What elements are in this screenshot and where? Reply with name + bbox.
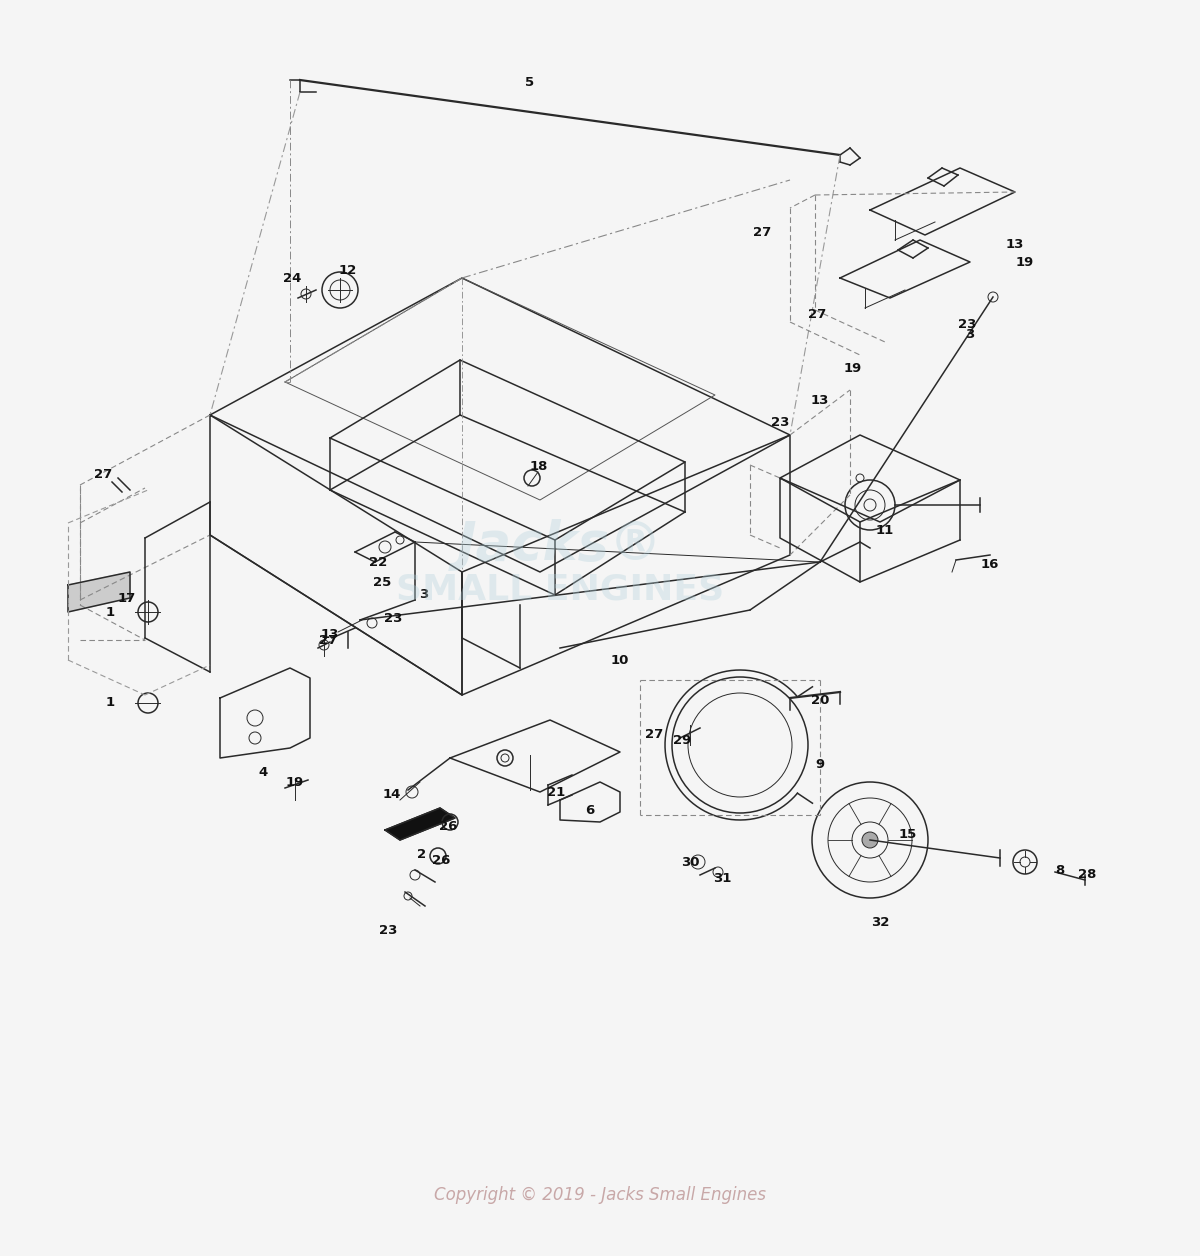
Text: 26: 26: [432, 854, 450, 867]
Text: 23: 23: [384, 612, 402, 624]
Text: SMALL ENGINES: SMALL ENGINES: [396, 573, 724, 607]
Text: 27: 27: [808, 309, 826, 322]
Text: 25: 25: [373, 575, 391, 589]
Text: 10: 10: [611, 653, 629, 667]
Text: 13: 13: [320, 628, 340, 642]
Text: 23: 23: [379, 923, 397, 937]
Text: 15: 15: [899, 829, 917, 842]
Text: 27: 27: [752, 226, 772, 240]
Text: 19: 19: [1016, 256, 1034, 270]
Text: 19: 19: [286, 776, 304, 790]
Text: 27: 27: [94, 468, 112, 481]
Polygon shape: [385, 808, 455, 840]
Text: 16: 16: [980, 559, 1000, 571]
Circle shape: [862, 831, 878, 848]
Text: 6: 6: [586, 804, 595, 816]
Text: 1: 1: [106, 607, 114, 619]
Text: 5: 5: [526, 75, 534, 88]
Text: 3: 3: [419, 589, 428, 602]
Text: 26: 26: [439, 819, 457, 833]
Text: 23: 23: [770, 417, 790, 430]
Text: 3: 3: [965, 329, 974, 342]
Text: 31: 31: [713, 872, 731, 884]
Text: 30: 30: [680, 855, 700, 868]
Text: 11: 11: [876, 524, 894, 536]
Text: 20: 20: [811, 693, 829, 706]
Text: 23: 23: [958, 319, 976, 332]
Text: 17: 17: [118, 592, 136, 604]
Text: Copyright © 2019 - Jacks Small Engines: Copyright © 2019 - Jacks Small Engines: [434, 1186, 766, 1205]
Text: 2: 2: [418, 849, 426, 862]
Text: 13: 13: [811, 393, 829, 407]
Text: 29: 29: [673, 734, 691, 746]
Text: 28: 28: [1078, 868, 1096, 882]
Text: 4: 4: [258, 766, 268, 780]
Text: 32: 32: [871, 917, 889, 929]
Text: 27: 27: [319, 633, 337, 647]
Text: Jacks®: Jacks®: [457, 519, 662, 571]
Text: 8: 8: [1055, 864, 1064, 877]
Text: 24: 24: [283, 271, 301, 285]
Text: 19: 19: [844, 362, 862, 374]
Text: 13: 13: [1006, 239, 1024, 251]
Text: 12: 12: [338, 264, 358, 276]
Text: 9: 9: [816, 759, 824, 771]
Text: 21: 21: [547, 786, 565, 800]
Text: 18: 18: [530, 461, 548, 474]
Text: 14: 14: [383, 789, 401, 801]
Polygon shape: [68, 571, 130, 612]
Text: 22: 22: [368, 555, 388, 569]
Text: 1: 1: [106, 697, 114, 710]
Text: 27: 27: [644, 728, 664, 741]
